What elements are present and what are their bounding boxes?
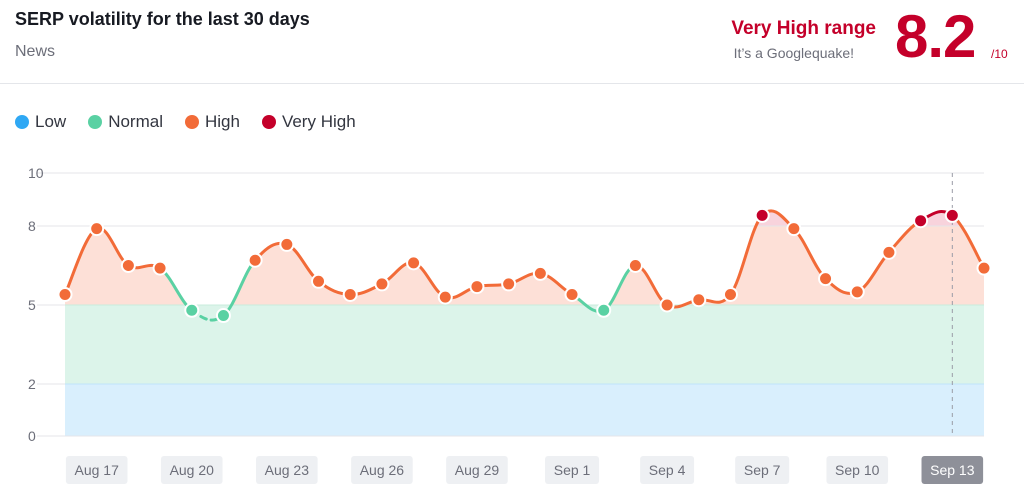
data-point bbox=[722, 286, 738, 302]
data-point bbox=[215, 308, 231, 324]
data-point bbox=[247, 252, 263, 268]
data-point bbox=[786, 221, 802, 237]
legend-item-normal[interactable]: Normal bbox=[88, 112, 163, 132]
data-point bbox=[913, 213, 929, 229]
header: SERP volatility for the last 30 days New… bbox=[0, 0, 1024, 84]
chart-title: SERP volatility for the last 30 days bbox=[15, 9, 310, 29]
x-tick-label: Aug 29 bbox=[455, 462, 500, 478]
low-dot-icon bbox=[15, 115, 29, 129]
data-point bbox=[691, 292, 707, 308]
data-point bbox=[279, 236, 295, 252]
data-point bbox=[627, 258, 643, 273]
x-tick-label: Sep 4 bbox=[649, 462, 686, 478]
data-point bbox=[944, 207, 960, 223]
data-point bbox=[184, 302, 200, 318]
data-point bbox=[501, 276, 517, 292]
data-point bbox=[57, 286, 73, 302]
data-point bbox=[342, 286, 358, 302]
x-tick-pill bbox=[640, 456, 695, 484]
range-label: Very High range bbox=[731, 18, 876, 39]
range-note: It’s a Googlequake! bbox=[733, 45, 854, 61]
legend-item-very-high[interactable]: Very High bbox=[261, 112, 356, 132]
data-point bbox=[849, 284, 865, 300]
x-tick-pill bbox=[826, 456, 889, 484]
data-point bbox=[818, 271, 834, 287]
legend-label: Normal bbox=[108, 112, 163, 131]
legend-label: High bbox=[204, 112, 240, 131]
y-tick-label: 5 bbox=[28, 297, 36, 313]
data-point bbox=[311, 273, 327, 289]
normal-dot-icon bbox=[88, 115, 103, 129]
x-tick-pill bbox=[160, 456, 223, 484]
data-point bbox=[120, 258, 136, 273]
x-tick-pill bbox=[545, 456, 600, 484]
data-point bbox=[596, 302, 612, 318]
data-point bbox=[152, 260, 168, 276]
x-tick-label: Aug 17 bbox=[75, 462, 120, 478]
high-dot-icon bbox=[184, 115, 199, 129]
data-point bbox=[659, 297, 675, 313]
x-tick-label: Sep 7 bbox=[744, 462, 781, 478]
x-tick-pill bbox=[735, 456, 790, 484]
x-tick-pill bbox=[921, 456, 984, 484]
score-max: /10 bbox=[991, 47, 1008, 61]
data-point bbox=[469, 279, 485, 295]
x-tick-label: Aug 20 bbox=[170, 462, 215, 478]
data-point bbox=[437, 289, 453, 305]
y-tick-label: 0 bbox=[28, 428, 36, 444]
legend-item-high[interactable]: High bbox=[184, 112, 240, 132]
data-point bbox=[374, 276, 390, 292]
x-tick-label: Aug 26 bbox=[360, 462, 405, 478]
very-high-area bbox=[65, 210, 984, 226]
category-subtitle: News bbox=[15, 43, 56, 60]
data-point bbox=[89, 221, 105, 237]
data-point bbox=[881, 244, 897, 260]
x-tick-pill bbox=[256, 456, 318, 484]
y-tick-label: 8 bbox=[28, 218, 36, 234]
y-tick-label: 10 bbox=[28, 165, 44, 181]
x-tick-label: Aug 23 bbox=[265, 462, 310, 478]
x-tick-pill bbox=[351, 456, 413, 484]
y-tick-label: 2 bbox=[28, 376, 36, 392]
data-point bbox=[532, 265, 548, 281]
data-point bbox=[564, 286, 580, 302]
low-band bbox=[65, 384, 984, 436]
x-tick-label: Sep 10 bbox=[835, 462, 880, 478]
data-point bbox=[754, 207, 770, 223]
x-tick-pill bbox=[446, 456, 508, 484]
legend: Low Normal High Very High bbox=[15, 112, 356, 132]
x-tick-label: Sep 13 bbox=[930, 462, 975, 478]
legend-label: Very High bbox=[281, 112, 356, 131]
data-point bbox=[406, 255, 422, 271]
x-tick-label: Sep 1 bbox=[554, 462, 591, 478]
x-tick-pill bbox=[65, 456, 128, 484]
data-point bbox=[976, 260, 992, 276]
volatility-score: 8.2 bbox=[895, 3, 976, 70]
very-high-dot-icon bbox=[261, 115, 276, 129]
legend-item-low[interactable]: Low bbox=[15, 112, 66, 132]
legend-label: Low bbox=[35, 112, 67, 131]
area-fill-group bbox=[65, 210, 984, 305]
